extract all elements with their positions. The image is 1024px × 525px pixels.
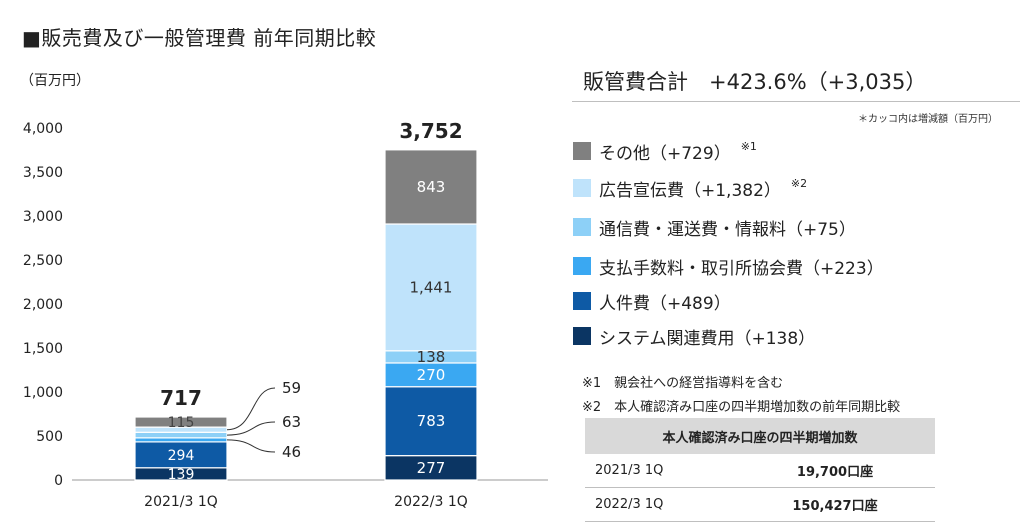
footnote-2: ※2 本人確認済み口座の四半期増加数の前年同期比較 (582, 400, 901, 415)
bar-segment (384, 149, 478, 225)
y-tick-label: 2,500 (23, 253, 63, 269)
bar-total-label: 3,752 (399, 119, 462, 143)
footnote-1: ※1 親会社への経営指導料を含む (582, 376, 784, 391)
callout-leader-line (226, 421, 276, 436)
legend-label: 支払手数料・取引所協会費（+223） (599, 258, 884, 279)
legend-label: 人件費（+489） (599, 293, 731, 314)
table-header: 本人確認済み口座の四半期増加数 (585, 418, 935, 454)
bar-segment-label: 1,441 (410, 278, 453, 296)
legend-label: 通信費・運送費・情報料（+75） (599, 219, 856, 240)
legend-item-system: システム関連費用（+138） (573, 324, 825, 349)
x-category-label: 2021/3 1Q (144, 494, 218, 510)
bar-segment (134, 431, 228, 439)
bar-segment-label: 294 (168, 448, 195, 464)
bar-segment-label: 59 (282, 379, 301, 397)
y-tick-label: 3,500 (23, 165, 63, 181)
bar-segment-label: 277 (417, 459, 446, 477)
page-title: ■販売費及び一般管理費 前年同期比較 (22, 26, 377, 50)
table-row: 2022/3 1Q 150,427口座 (585, 487, 935, 522)
table-cell-period: 2022/3 1Q (585, 487, 735, 522)
legend-swatch (573, 218, 591, 236)
y-tick-label: 2,000 (23, 297, 63, 313)
bar-segment-label: 270 (417, 366, 446, 384)
bar-segment-label: 63 (282, 413, 301, 431)
legend-item-advertising: 広告宣伝費（+1,382） ※2 (573, 176, 808, 201)
summary-divider (572, 101, 1020, 102)
legend-label: 広告宣伝費（+1,382） (599, 180, 781, 201)
legend-item-personnel: 人件費（+489） (573, 289, 741, 314)
stacked-bar-chart: 0 500 1,000 1,500 2,000 2,500 3,000 3,500 4,000 2… (23, 119, 548, 510)
legend-item-commission: 支払手数料・取引所協会費（+223） (573, 254, 894, 279)
y-tick-label: 4,000 (23, 121, 63, 137)
bar-segment (134, 416, 228, 428)
x-category-label: 2022/3 1Q (394, 494, 468, 510)
bar-segment (384, 223, 478, 352)
legend-swatch (573, 142, 591, 160)
bar-segment-label: 138 (417, 348, 446, 366)
bar-segment-label: 139 (168, 467, 195, 483)
bar-segment-label: 46 (282, 443, 301, 461)
legend-swatch (573, 327, 591, 345)
account-growth-table: 本人確認済み口座の四半期増加数 2021/3 1Q 19,700口座 2022/… (585, 418, 935, 522)
legend-item-communication: 通信費・運送費・情報料（+75） (573, 215, 866, 240)
legend-item-other: その他（+729） ※1 (573, 139, 757, 164)
legend-swatch (573, 179, 591, 197)
legend-note: ※2 (790, 176, 808, 190)
legend-swatch (573, 257, 591, 275)
y-tick-label: 500 (36, 429, 63, 445)
parenthesis-note: ＊カッコ内は増減額（百万円） (858, 114, 998, 125)
bar-segment-label: 783 (417, 412, 446, 430)
bar-segment-label: 115 (168, 415, 195, 431)
legend-swatch (573, 292, 591, 310)
legend-note: ※1 (740, 139, 757, 153)
table-row: 2021/3 1Q 19,700口座 (585, 454, 935, 488)
y-tick-label: 1,000 (23, 385, 63, 401)
legend-label: システム関連費用（+138） (599, 328, 816, 349)
y-tick-label: 3,000 (23, 209, 63, 225)
table-header-row: 本人確認済み口座の四半期増加数 (585, 418, 935, 454)
table-cell-count: 150,427口座 (735, 487, 935, 522)
sga-total-summary: 販管費合計 +423.6%（+3,035） (583, 70, 927, 94)
y-tick-label: 0 (54, 473, 63, 489)
y-tick-label: 1,500 (23, 341, 63, 357)
table-cell-count: 19,700口座 (735, 454, 935, 488)
unit-label: （百万円） (20, 73, 90, 89)
bar-segment (134, 437, 228, 443)
table-cell-period: 2021/3 1Q (585, 454, 735, 488)
legend-label: その他（+729） (599, 143, 731, 164)
callout-leader-line (226, 387, 276, 431)
callout-leader-line (226, 439, 276, 453)
bar-total-label: 717 (160, 386, 202, 410)
bar-segment-label: 843 (417, 178, 446, 196)
